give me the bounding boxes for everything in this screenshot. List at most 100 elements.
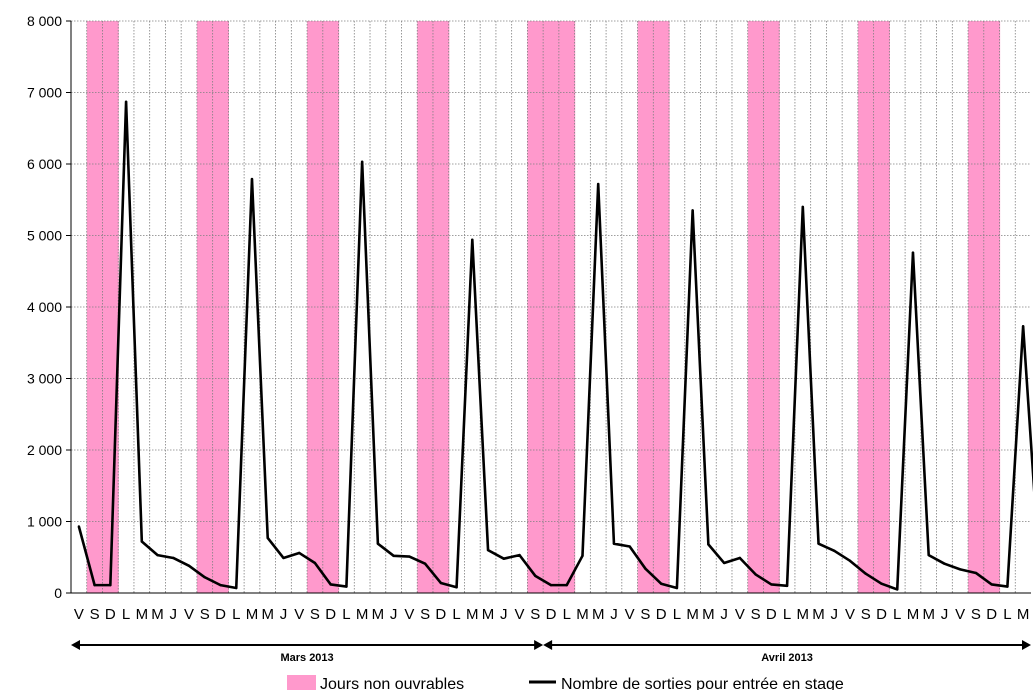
x-tick-label: J [941, 606, 949, 623]
data-point [439, 581, 443, 585]
data-point [958, 568, 962, 571]
x-tick-label: D [546, 606, 557, 623]
legend-swatch-non-working [287, 675, 316, 690]
non-working-day-band [527, 21, 544, 593]
data-point [392, 554, 395, 558]
data-point [943, 562, 946, 565]
x-tick-label: V [845, 606, 855, 623]
data-point [833, 549, 836, 553]
x-tick-label: J [170, 606, 178, 623]
x-tick-label: J [390, 606, 398, 623]
x-tick-label: D [766, 606, 777, 623]
data-point [77, 525, 81, 528]
data-point [329, 583, 332, 586]
x-tick-label: S [971, 606, 981, 623]
data-point [628, 545, 631, 548]
x-tick-label: D [105, 606, 116, 623]
data-point [297, 551, 301, 555]
x-tick-label: M [1017, 606, 1030, 623]
data-point [770, 583, 773, 586]
x-tick-label: S [751, 606, 761, 623]
x-tick-label: S [530, 606, 540, 623]
axes [66, 20, 1031, 594]
x-tick-label: M [136, 606, 149, 623]
y-tick-label: 1 000 [27, 514, 62, 530]
x-tick-label: L [122, 606, 130, 623]
x-tick-label: M [686, 606, 699, 623]
non-working-day-band [196, 21, 214, 593]
x-tick-label: M [592, 606, 605, 623]
line-series [77, 100, 1033, 591]
y-tick-label: 5 000 [27, 228, 62, 244]
data-point [502, 557, 505, 560]
data-point [549, 583, 553, 587]
month-arrowhead-right [534, 640, 544, 650]
x-tick-label: L [1003, 606, 1011, 623]
data-point [140, 540, 144, 543]
x-tick-label: M [246, 606, 259, 623]
data-point [927, 553, 930, 557]
x-tick-label: M [702, 606, 715, 623]
non-working-day-band [968, 21, 985, 593]
month-label: Avril 2013 [761, 652, 813, 664]
x-tick-label: L [342, 606, 350, 623]
x-tick-label: S [310, 606, 320, 623]
data-point [266, 536, 269, 540]
data-point [203, 576, 206, 579]
data-point [109, 583, 112, 587]
x-tick-label: M [812, 606, 825, 623]
x-tick-label: D [325, 606, 336, 623]
data-point [738, 556, 742, 560]
month-axis: Mars 2013 Avril 2013 [71, 640, 1031, 664]
gridlines [71, 20, 1031, 593]
x-tick-label: D [876, 606, 887, 623]
data-point [990, 583, 993, 586]
data-point [93, 583, 96, 587]
non-working-day-band [322, 21, 340, 593]
data-point [423, 562, 427, 565]
data-point [156, 553, 159, 557]
data-point [471, 238, 474, 241]
x-tick-label: M [261, 606, 274, 623]
legend: Jours non ouvrables Nombre de sorties po… [287, 675, 844, 693]
x-tick-label: M [576, 606, 589, 623]
data-point [911, 251, 915, 254]
x-tick-label: M [922, 606, 935, 623]
x-tick-label: L [452, 606, 460, 623]
x-tick-label: L [673, 606, 681, 623]
x-tick-label: M [372, 606, 385, 623]
data-point [1021, 325, 1025, 328]
data-point [313, 561, 317, 565]
month-arrowhead-left [71, 640, 80, 650]
data-point [455, 586, 458, 589]
x-tick-label: D [986, 606, 997, 623]
data-point [124, 100, 128, 103]
x-tick-label: J [610, 606, 618, 623]
x-tick-label: D [656, 606, 667, 623]
legend-label-line: Nombre de sorties pour entrée en stage [561, 676, 844, 690]
x-tick-label: V [184, 606, 194, 623]
data-point [707, 543, 710, 546]
y-tick-label: 0 [54, 585, 62, 601]
data-point [376, 542, 380, 545]
y-tick-label: 2 000 [27, 442, 62, 458]
y-tick-label: 6 000 [27, 156, 62, 172]
data-point [675, 586, 679, 590]
x-tick-label: L [563, 606, 571, 623]
data-point [659, 582, 663, 585]
x-tick-label: M [907, 606, 920, 623]
data-point [864, 572, 867, 575]
data-point [848, 559, 852, 563]
data-point [219, 583, 222, 587]
y-tick-label: 8 000 [27, 13, 62, 29]
data-point [565, 583, 568, 587]
x-tick-label: V [955, 606, 965, 623]
month-arrowhead-left [543, 640, 553, 650]
x-tick-label: V [625, 606, 635, 623]
data-point [187, 564, 191, 568]
data-point [817, 542, 820, 545]
x-tick-label: M [797, 606, 810, 623]
data-point [534, 574, 537, 578]
